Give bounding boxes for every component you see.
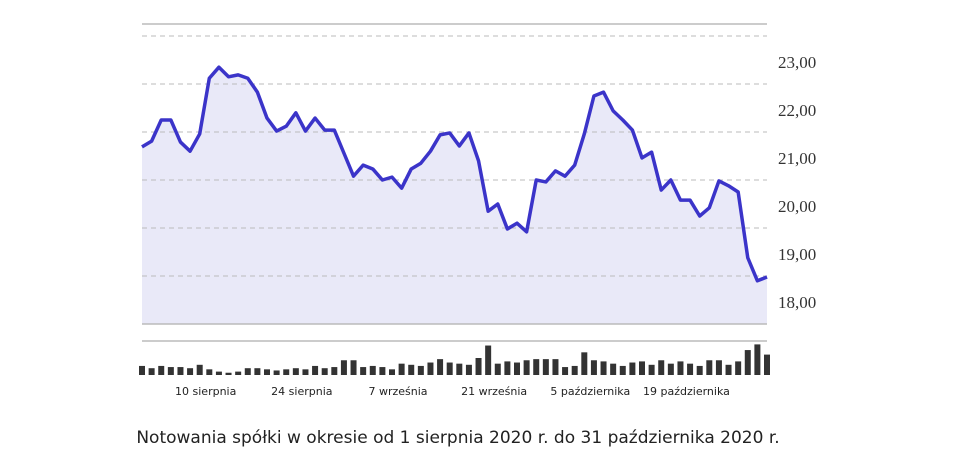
volume-bar (167, 367, 174, 375)
volume-bar (244, 368, 251, 375)
volume-bar (494, 363, 501, 375)
volume-bar (677, 361, 684, 375)
volume-bar (523, 360, 530, 375)
y-tick-label: 18,00 (778, 293, 816, 312)
volume-bar (148, 368, 155, 375)
y-tick-label: 20,00 (778, 197, 816, 216)
volume-bar (206, 369, 213, 375)
x-tick-label: 21 września (461, 385, 527, 398)
volume-bar (139, 365, 145, 375)
price-line (141, 65, 768, 283)
volume-bar (706, 360, 713, 375)
x-tick-label: 24 sierpnia (271, 385, 332, 398)
volume-bar (292, 368, 299, 375)
volume-bar (254, 368, 261, 375)
volume-bar (648, 364, 655, 375)
volume-bar (533, 359, 540, 375)
volume-bar (273, 370, 280, 375)
volume-bar (177, 367, 184, 375)
volume-bar (312, 365, 319, 375)
volume-bar (187, 368, 194, 375)
x-tick-label: 19 października (643, 385, 730, 398)
x-tick-label: 10 sierpnia (175, 385, 236, 398)
volume-bar (639, 361, 645, 375)
volume-bar (590, 360, 597, 375)
volume-bar (485, 345, 492, 375)
volume-bar (235, 371, 242, 375)
volume-bar (340, 360, 347, 375)
volume-bar (369, 365, 376, 375)
volume-bar (321, 368, 328, 375)
volume-bar (667, 363, 674, 375)
y-tick-label: 23,00 (778, 53, 816, 72)
volume-bar (379, 367, 386, 375)
volume-bar (764, 354, 770, 375)
volume-bar (552, 359, 559, 375)
area (142, 67, 767, 324)
volume-bar (610, 363, 617, 375)
volume-bar (658, 360, 665, 375)
volume-bar (504, 361, 511, 375)
volume-bar (514, 362, 520, 375)
volume-bar (350, 360, 357, 375)
volume-bar (398, 363, 405, 375)
volume-bar (446, 362, 453, 375)
volume-bar (408, 364, 415, 375)
volume-bar (715, 360, 722, 375)
volume-bar (456, 363, 463, 375)
volume-bar (417, 365, 424, 375)
volume-bar (427, 362, 434, 375)
volume-bar (696, 365, 703, 375)
y-tick-label: 21,00 (778, 149, 816, 168)
volume-bar (196, 364, 203, 375)
volume-bar (619, 365, 626, 375)
volume-bar (600, 361, 607, 375)
volume-bar (581, 352, 588, 375)
volume-bar (264, 369, 270, 375)
caption: Notowania spółki w okresie od 1 sierpnia… (136, 428, 779, 448)
volume-bar (360, 367, 367, 375)
volume-bar (475, 358, 482, 375)
volume-bar (437, 359, 444, 375)
volume-bar (225, 372, 232, 375)
volume-bar (542, 359, 549, 375)
volume-bar (331, 367, 338, 375)
volume-bar (725, 364, 732, 375)
x-tick-label: 7 września (368, 385, 427, 398)
volume-bar (571, 365, 578, 375)
x-tick-label: 5 października (550, 385, 630, 398)
volume-bar (754, 344, 761, 375)
volume-bar (735, 361, 742, 375)
volume-bar (629, 362, 636, 375)
y-tick-label: 22,00 (778, 101, 816, 120)
volume-bar (302, 369, 309, 375)
volume-bar (158, 365, 165, 375)
volume-bar (283, 369, 290, 375)
volume-bar (687, 363, 694, 375)
volume-bar (562, 367, 569, 375)
volume-bar (744, 350, 751, 375)
volume-bar (465, 364, 472, 375)
volume-bar (215, 371, 222, 375)
volume-bar (389, 369, 395, 375)
y-tick-label: 19,00 (778, 245, 816, 264)
